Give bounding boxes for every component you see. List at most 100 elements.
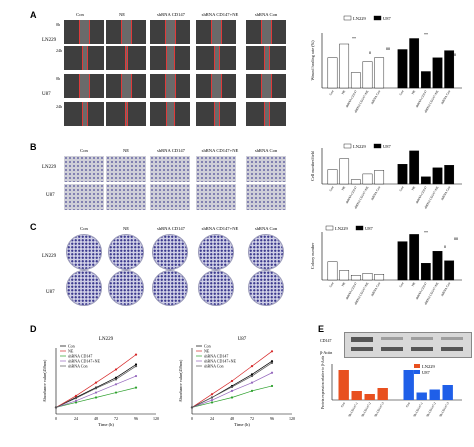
bar	[362, 61, 373, 89]
y-axis-label: Wound healing rate (%)	[310, 40, 315, 81]
panel-letter-a: A	[30, 10, 37, 20]
x-tick-label: NE	[341, 89, 347, 95]
x-axis-label: Time (h)	[98, 422, 114, 427]
wound-gap	[165, 74, 175, 98]
wound-edge-line	[121, 20, 122, 44]
x-tick-label: 48	[230, 416, 234, 421]
wound-gap	[263, 46, 269, 70]
row-label-u87: U87	[42, 92, 51, 97]
significance-mark: ##	[454, 236, 458, 241]
legend-label: LN229	[353, 144, 366, 149]
legend-label: Con	[68, 344, 75, 349]
transwell-image	[106, 156, 146, 182]
legend-swatch	[414, 370, 420, 374]
x-tick-label: 72	[114, 416, 118, 421]
wound-gap	[125, 46, 127, 70]
wound-image	[106, 102, 146, 126]
wound-image	[196, 74, 236, 98]
data-point	[250, 373, 254, 376]
data-point	[210, 396, 214, 399]
wound-image	[246, 102, 286, 126]
cd147-band	[381, 337, 403, 340]
wound-edge-line	[79, 20, 80, 44]
row-label-u87: U87	[46, 290, 55, 295]
data-point	[270, 384, 274, 388]
chart-title: U87	[238, 337, 247, 342]
wound-gap	[213, 46, 219, 70]
bar	[364, 394, 375, 400]
chart-title: LN229	[99, 337, 114, 342]
bar	[327, 169, 338, 185]
col-header: shRNA CD147+NE	[201, 12, 239, 17]
x-tick-label: NE	[411, 281, 417, 287]
data-point	[94, 396, 98, 399]
col-header: shRNA CD147+NE	[201, 226, 239, 231]
col-header: NE	[118, 12, 126, 17]
col-header: shRNA CD147	[157, 148, 185, 153]
cd147-band	[441, 337, 463, 340]
wound-edge-line	[261, 74, 262, 98]
x-tick-label: 48	[94, 416, 98, 421]
col-header: Con	[80, 226, 88, 231]
legend-label: LN229	[422, 364, 435, 369]
wound-image	[64, 20, 104, 44]
wound-edge-line	[86, 46, 88, 70]
legend-label: U87	[422, 370, 430, 375]
wound-image	[246, 74, 286, 98]
data-point	[190, 406, 194, 409]
wound-edge-line	[221, 74, 222, 98]
data-point	[230, 396, 234, 399]
series-line	[55, 364, 137, 408]
wound-image	[64, 74, 104, 98]
wound-image	[64, 46, 104, 70]
transwell-image	[246, 156, 286, 182]
wound-edge-line	[79, 74, 80, 98]
wound-edge-line	[268, 46, 270, 70]
legend-label: LN229	[353, 16, 366, 21]
transwell-image	[64, 156, 104, 182]
data-point	[114, 383, 118, 386]
row-label-u87: U87	[46, 193, 55, 198]
x-tick-label: NE	[411, 89, 417, 95]
data-point	[94, 381, 98, 384]
y-axis-label: Absorbance value(450nm)	[42, 359, 47, 402]
significance-mark: **	[424, 230, 428, 235]
bar	[377, 388, 388, 400]
wound-edge-line	[131, 20, 132, 44]
wound-chart: Wound healing rate (%) Con NE shRNA CD147 sh…	[304, 10, 474, 130]
wound-edge-line	[175, 74, 176, 98]
bar	[432, 57, 443, 89]
bar	[397, 241, 408, 281]
wound-edge-line	[165, 20, 166, 44]
transwell-image	[150, 184, 190, 210]
col-header: shRNA Con	[254, 226, 278, 231]
legend-label: LN229	[335, 226, 348, 231]
x-tick-label: 96	[134, 416, 138, 421]
legend-swatch	[343, 15, 352, 21]
wound-gap	[166, 102, 174, 126]
y-axis-label: Protein expression relative to β-Actin	[321, 356, 325, 409]
transwell-image	[150, 156, 190, 182]
colony-dish	[108, 270, 144, 306]
significance-mark: **	[352, 36, 356, 41]
col-header: NE	[122, 148, 130, 153]
blot-label-actin: β-Actin	[320, 350, 333, 355]
bar	[432, 251, 443, 281]
wound-edge-line	[89, 20, 90, 44]
legend-label: Con	[204, 344, 211, 349]
wound-edge-line	[263, 102, 265, 126]
x-tick-label: Sh-CD147-1	[347, 401, 359, 417]
actin-band	[381, 347, 403, 351]
wound-gap	[263, 102, 269, 126]
data-point	[114, 368, 118, 371]
legend-label: shRNA CD147+NE	[204, 359, 236, 364]
wound-edge-line	[81, 102, 83, 126]
significance-mark: ##	[386, 46, 390, 51]
wound-edge-line	[121, 74, 122, 98]
blot-label-cd147: CD147	[320, 338, 332, 343]
row-label-ln229: LN229	[42, 165, 57, 170]
data-point	[74, 399, 78, 402]
wound-image	[106, 46, 146, 70]
wound-image	[150, 20, 190, 44]
